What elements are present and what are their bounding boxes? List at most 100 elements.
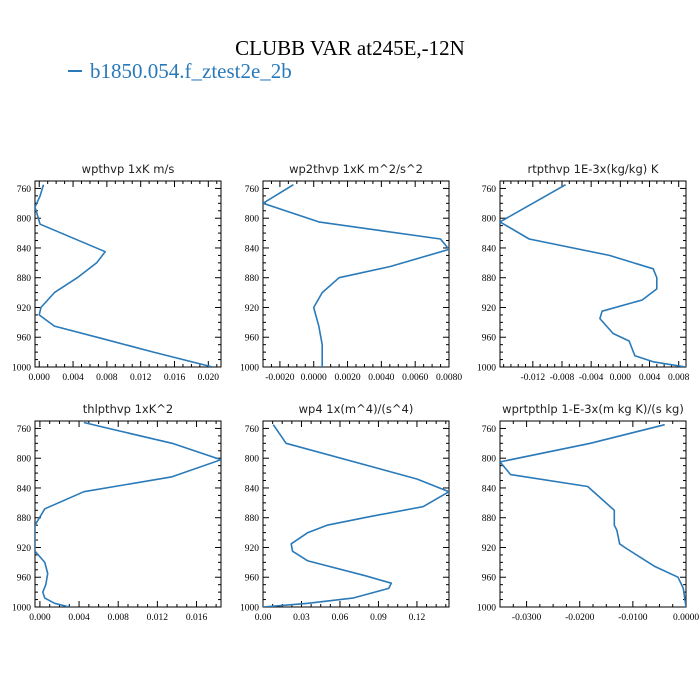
- x-tick-label: -0.004: [579, 373, 604, 383]
- y-tick-label: 880: [482, 514, 497, 524]
- legend-label: b1850.054.f_ztest2e_2b: [90, 59, 292, 83]
- plot-frame: [499, 180, 687, 368]
- x-tick-label: 0.008: [108, 613, 130, 623]
- y-tick-label: 1000: [240, 364, 259, 374]
- y-tick-label: 800: [245, 215, 260, 225]
- x-tick-label: 0.0080: [436, 373, 462, 383]
- x-tick-label: 0.008: [668, 373, 690, 383]
- panel-4: thlpthvp 1xK^276080084088092096010000.00…: [12, 402, 222, 623]
- x-tick-label: -0.0200: [565, 613, 595, 623]
- y-tick-label: 1000: [477, 604, 496, 614]
- y-tick-label: 760: [245, 185, 260, 195]
- x-tick-label: 0.12: [409, 613, 426, 623]
- y-tick-label: 880: [482, 274, 497, 284]
- y-tick-label: 1000: [240, 604, 259, 614]
- legend: b1850.054.f_ztest2e_2b: [68, 59, 292, 84]
- x-tick-label: 0.004: [62, 373, 84, 383]
- x-tick-label: 0.008: [96, 373, 118, 383]
- y-tick-label: 760: [482, 425, 497, 435]
- legend-line-swatch: [68, 70, 82, 73]
- y-tick-label: 880: [245, 514, 260, 524]
- series-line: [500, 423, 686, 607]
- plot-frame: [262, 420, 450, 608]
- y-tick-label: 840: [482, 484, 497, 494]
- y-tick-label: 960: [17, 574, 32, 584]
- x-tick-label: -0.0020: [265, 373, 295, 383]
- panel-1: wpthvp 1xK m/s76080084088092096010000.00…: [12, 162, 222, 383]
- y-tick-label: 840: [245, 484, 260, 494]
- x-tick-label: 0.000: [610, 373, 632, 383]
- x-tick-label: 0.012: [147, 613, 169, 623]
- y-tick-label: 1000: [12, 604, 31, 614]
- y-tick-label: 800: [482, 215, 497, 225]
- x-tick-label: -0.0300: [512, 613, 542, 623]
- plot-frame: [34, 180, 222, 368]
- y-tick-label: 920: [17, 544, 32, 554]
- series-line: [263, 184, 449, 367]
- panel-title: thlpthvp 1xK^2: [83, 402, 173, 416]
- panel-6: wprtpthlp 1-E-3x(m kg K)/(s kg) 760 800 840…: [477, 402, 699, 623]
- panel-title: wpthvp 1xK m/s: [82, 162, 175, 176]
- y-tick-label: 920: [482, 544, 497, 554]
- y-tick-label: 920: [482, 304, 497, 314]
- y-tick-label: 920: [245, 544, 260, 554]
- y-tick-label: 960: [245, 574, 260, 584]
- panel-title: wprtpthlp 1-E-3x(m kg K)/(s kg): [502, 402, 684, 416]
- y-tick-label: 840: [245, 244, 260, 254]
- x-tick-label: 0.004: [639, 373, 661, 383]
- panel-5: wp4 1x(m^4)/(s^4)76080084088092096010000…: [240, 402, 450, 623]
- y-tick-label: 880: [17, 274, 32, 284]
- chart-main-title: CLUBB VAR at245E,-12N: [235, 36, 465, 60]
- y-tick-label: 840: [17, 244, 32, 254]
- x-tick-label: 0.020: [198, 373, 220, 383]
- x-tick-label: 0.09: [370, 613, 387, 623]
- panel-3: rtpthvp 1E-3x(kg/kg) K 760 800 840 880 920 960…: [477, 162, 690, 383]
- x-tick-label: 0.0000: [301, 373, 327, 383]
- y-tick-label: 800: [245, 455, 260, 465]
- y-tick-label: 920: [17, 304, 32, 314]
- series-line: [500, 184, 686, 367]
- y-tick-label: 1000: [12, 364, 31, 374]
- y-tick-label: 960: [245, 334, 260, 344]
- x-tick-label: 0.016: [186, 613, 208, 623]
- y-tick-label: 800: [482, 455, 497, 465]
- plot-frame: [499, 420, 687, 608]
- x-tick-label: 0.0020: [334, 373, 360, 383]
- x-tick-label: 0.0060: [402, 373, 428, 383]
- y-tick-label: 960: [482, 334, 497, 344]
- x-tick-label: 0.000: [29, 613, 51, 623]
- x-tick-label: 0.004: [68, 613, 90, 623]
- panel-2: wp2thvp 1xK m^2/s^2 760 800 840 880 920 960 100…: [240, 162, 462, 383]
- x-tick-label: -0.012: [521, 373, 546, 383]
- x-tick-label: -0.0100: [618, 613, 648, 623]
- y-tick-label: 840: [482, 244, 497, 254]
- y-tick-label: 960: [482, 574, 497, 584]
- series-line: [263, 424, 449, 607]
- y-tick-label: 840: [17, 484, 32, 494]
- x-tick-label: 0.016: [164, 373, 186, 383]
- x-tick-label: 0.000: [29, 373, 51, 383]
- x-tick-label: 0.00: [255, 613, 272, 623]
- series-line: [35, 184, 213, 367]
- y-tick-label: 760: [17, 185, 32, 195]
- panel-title: rtpthvp 1E-3x(kg/kg) K: [528, 162, 659, 176]
- y-tick-label: 880: [17, 514, 32, 524]
- y-tick-label: 960: [17, 334, 32, 344]
- x-tick-label: -0.008: [550, 373, 575, 383]
- x-tick-label: 0.06: [332, 613, 349, 623]
- y-tick-label: 800: [17, 215, 32, 225]
- y-tick-label: 920: [245, 304, 260, 314]
- panel-title: wp2thvp 1xK m^2/s^2: [289, 162, 423, 176]
- x-tick-label: 0.0000: [673, 613, 699, 623]
- y-tick-label: 1000: [477, 364, 496, 374]
- x-tick-label: 0.0040: [368, 373, 394, 383]
- y-tick-label: 800: [17, 455, 32, 465]
- plot-frame: [34, 420, 222, 608]
- panel-title: wp4 1x(m^4)/(s^4): [299, 402, 414, 416]
- x-tick-label: 0.03: [293, 613, 310, 623]
- series-line: [35, 421, 221, 607]
- y-tick-label: 760: [245, 425, 260, 435]
- x-tick-label: 0.012: [130, 373, 152, 383]
- y-tick-label: 760: [482, 185, 497, 195]
